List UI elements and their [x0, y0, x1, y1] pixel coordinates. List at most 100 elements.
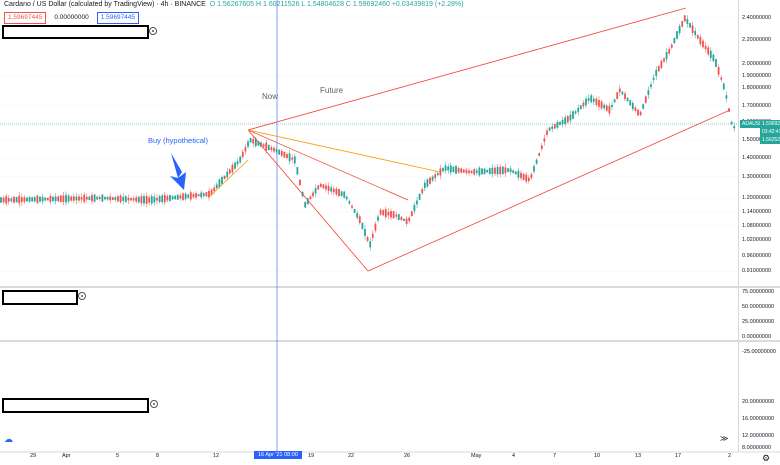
symbol-title: Cardano / US Dollar (calculated by Tradi… — [4, 1, 206, 8]
candle-body — [556, 121, 559, 128]
candle-body — [270, 147, 273, 151]
candle-body — [600, 101, 603, 109]
settings-gear-icon[interactable]: ⚙ — [762, 453, 771, 463]
channel-lower-line[interactable] — [367, 109, 731, 272]
candle-body — [130, 198, 132, 201]
candle-body — [702, 40, 704, 48]
candle-body — [273, 147, 275, 152]
scroll-to-end-icon[interactable]: ≫ — [720, 434, 729, 443]
candlestick-series[interactable] — [0, 14, 736, 251]
candle-body — [371, 233, 374, 238]
candle-body — [572, 111, 574, 119]
candle-body — [663, 58, 665, 62]
time-tick-label: 26 — [404, 453, 411, 459]
candle-body — [384, 209, 387, 218]
pane3-tick-label: 12.00000000 — [742, 433, 775, 439]
eye-icon[interactable] — [78, 292, 86, 300]
candle-body — [379, 209, 382, 215]
candle-body — [153, 196, 156, 203]
candle-body — [23, 197, 26, 202]
candle-body — [244, 147, 247, 152]
candle-body — [332, 188, 335, 193]
pane3-tick-label: 8.00000000 — [742, 445, 772, 451]
time-tick-label: 7 — [553, 453, 557, 459]
candle-body — [33, 197, 36, 202]
candle-body — [338, 189, 340, 197]
candle-body — [665, 51, 668, 60]
price-tick-label: 1.40000000 — [742, 155, 772, 161]
candle-body — [507, 168, 509, 172]
candle-body — [192, 194, 195, 198]
candle-body — [725, 95, 728, 99]
candle-body — [629, 100, 632, 106]
candle-body — [0, 197, 2, 203]
candle-body — [148, 197, 151, 203]
candle-body — [46, 197, 49, 201]
candle-body — [36, 195, 39, 204]
candle-body — [254, 138, 257, 147]
candle-body — [470, 170, 473, 174]
candle-body — [39, 196, 41, 202]
projection-line-1[interactable] — [247, 129, 409, 201]
candle-body — [88, 196, 91, 201]
candle-body — [150, 196, 153, 204]
candle-body — [223, 175, 226, 180]
candle-body — [410, 211, 413, 217]
candle-body — [312, 192, 314, 197]
candle-body — [140, 195, 143, 204]
buy-label[interactable]: Buy (hypothetical) — [148, 136, 209, 145]
candle-body — [512, 170, 515, 173]
pane2-tick-label: 0.00000000 — [742, 334, 772, 340]
eye-icon[interactable] — [149, 27, 157, 35]
candle-body — [78, 196, 80, 201]
now-label[interactable]: Now — [262, 92, 279, 101]
candle-body — [2, 197, 5, 203]
candle-body — [319, 183, 322, 187]
future-label[interactable]: Future — [320, 86, 344, 95]
candle-body — [221, 176, 223, 184]
candle-body — [18, 195, 21, 204]
pane2-tick-label: 50.00000000 — [742, 304, 775, 310]
drop-line[interactable] — [247, 129, 369, 272]
candle-body — [553, 124, 556, 129]
candle-body — [637, 109, 639, 116]
candle-body — [577, 107, 580, 112]
tradingview-logo-icon[interactable]: ☁ — [4, 434, 13, 444]
candle-body — [548, 127, 551, 131]
channel-upper-line[interactable] — [247, 7, 687, 131]
candle-body — [226, 171, 229, 178]
candle-body — [631, 102, 634, 110]
price-tick-label: 2.00000000 — [742, 61, 772, 67]
price-axis[interactable] — [738, 0, 780, 452]
time-tick-label: 13 — [635, 453, 642, 459]
eye-icon[interactable] — [150, 400, 158, 408]
candle-body — [44, 197, 47, 201]
candle-body — [598, 100, 600, 107]
candle-body — [592, 98, 595, 102]
candle-body — [197, 194, 200, 197]
blue-arrow-icon — [170, 153, 186, 190]
candle-body — [488, 168, 491, 174]
ask-price-box[interactable]: 1.59697445 — [96, 12, 140, 24]
candle-body — [187, 194, 190, 198]
price-tick-label: 1.14000000 — [742, 209, 772, 215]
candle-body — [561, 119, 564, 125]
candle-body — [699, 36, 702, 45]
candle-body — [426, 179, 429, 187]
candle-body — [431, 176, 434, 181]
candle-body — [722, 83, 725, 90]
candle-body — [353, 209, 356, 213]
candle-body — [231, 164, 234, 173]
candle-body — [579, 105, 582, 110]
candle-body — [533, 166, 535, 172]
candle-body — [473, 169, 476, 175]
candle-body — [496, 166, 499, 175]
candle-body — [5, 196, 8, 204]
bid-price-box[interactable]: 1.59697445 — [4, 12, 47, 24]
projection-line-2[interactable] — [247, 129, 441, 173]
price-tick-label: 2.40000000 — [742, 15, 772, 21]
time-tick-label: Apr — [62, 453, 71, 459]
time-tick-label: 8 — [156, 453, 160, 459]
fib-line[interactable] — [207, 159, 249, 199]
